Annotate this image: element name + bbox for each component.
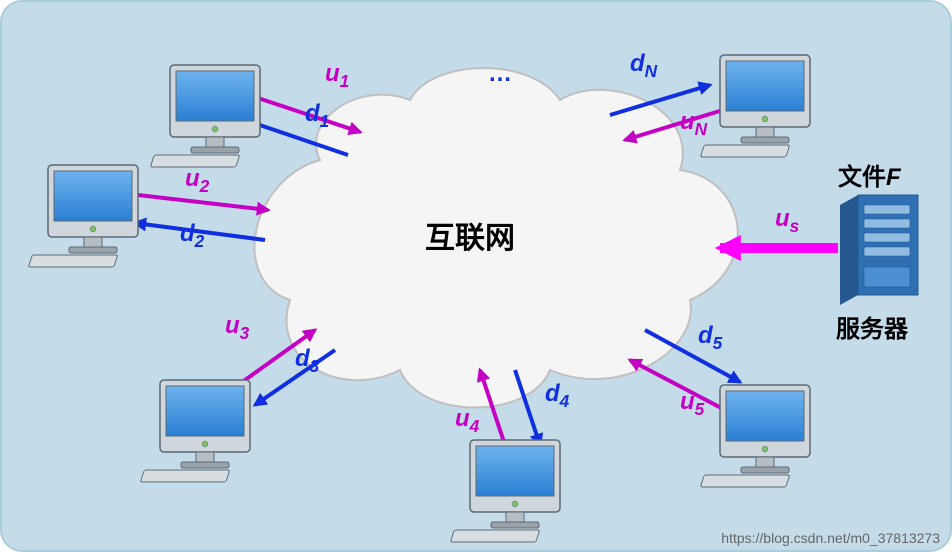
label-u-c4: u4 (455, 405, 479, 437)
client-computer-c2 (28, 165, 138, 267)
label-d-c3: d3 (295, 345, 319, 377)
client-computer-c4 (450, 440, 560, 542)
server-icon (840, 195, 918, 305)
label-u-c2: u2 (185, 165, 209, 197)
label-u-c5: u5 (680, 388, 704, 420)
server-title-above: 文件F (838, 157, 901, 192)
label-d-c5: d5 (698, 322, 722, 354)
label-u-server: us (775, 205, 799, 237)
cloud-title: 互联网 (425, 213, 515, 257)
client-computer-c3 (140, 380, 250, 482)
server-title-below: 服务器 (836, 309, 908, 344)
label-d-c4: d4 (545, 380, 569, 412)
upload-arrow-c2 (138, 195, 268, 210)
label-d-c2: d2 (180, 220, 204, 252)
client-computer-c5 (700, 385, 810, 487)
watermark-text: https://blog.csdn.net/m0_37813273 (721, 530, 940, 546)
label-d-cN: dN (630, 50, 657, 82)
label-u-c3: u3 (225, 312, 249, 344)
label-u-c1: u1 (325, 60, 349, 92)
client-computer-cN (700, 55, 810, 157)
label-u-cN: uN (680, 108, 707, 140)
ellipsis-label: … (488, 60, 512, 88)
label-d-c1: d1 (305, 100, 329, 132)
client-computer-c1 (150, 65, 260, 167)
